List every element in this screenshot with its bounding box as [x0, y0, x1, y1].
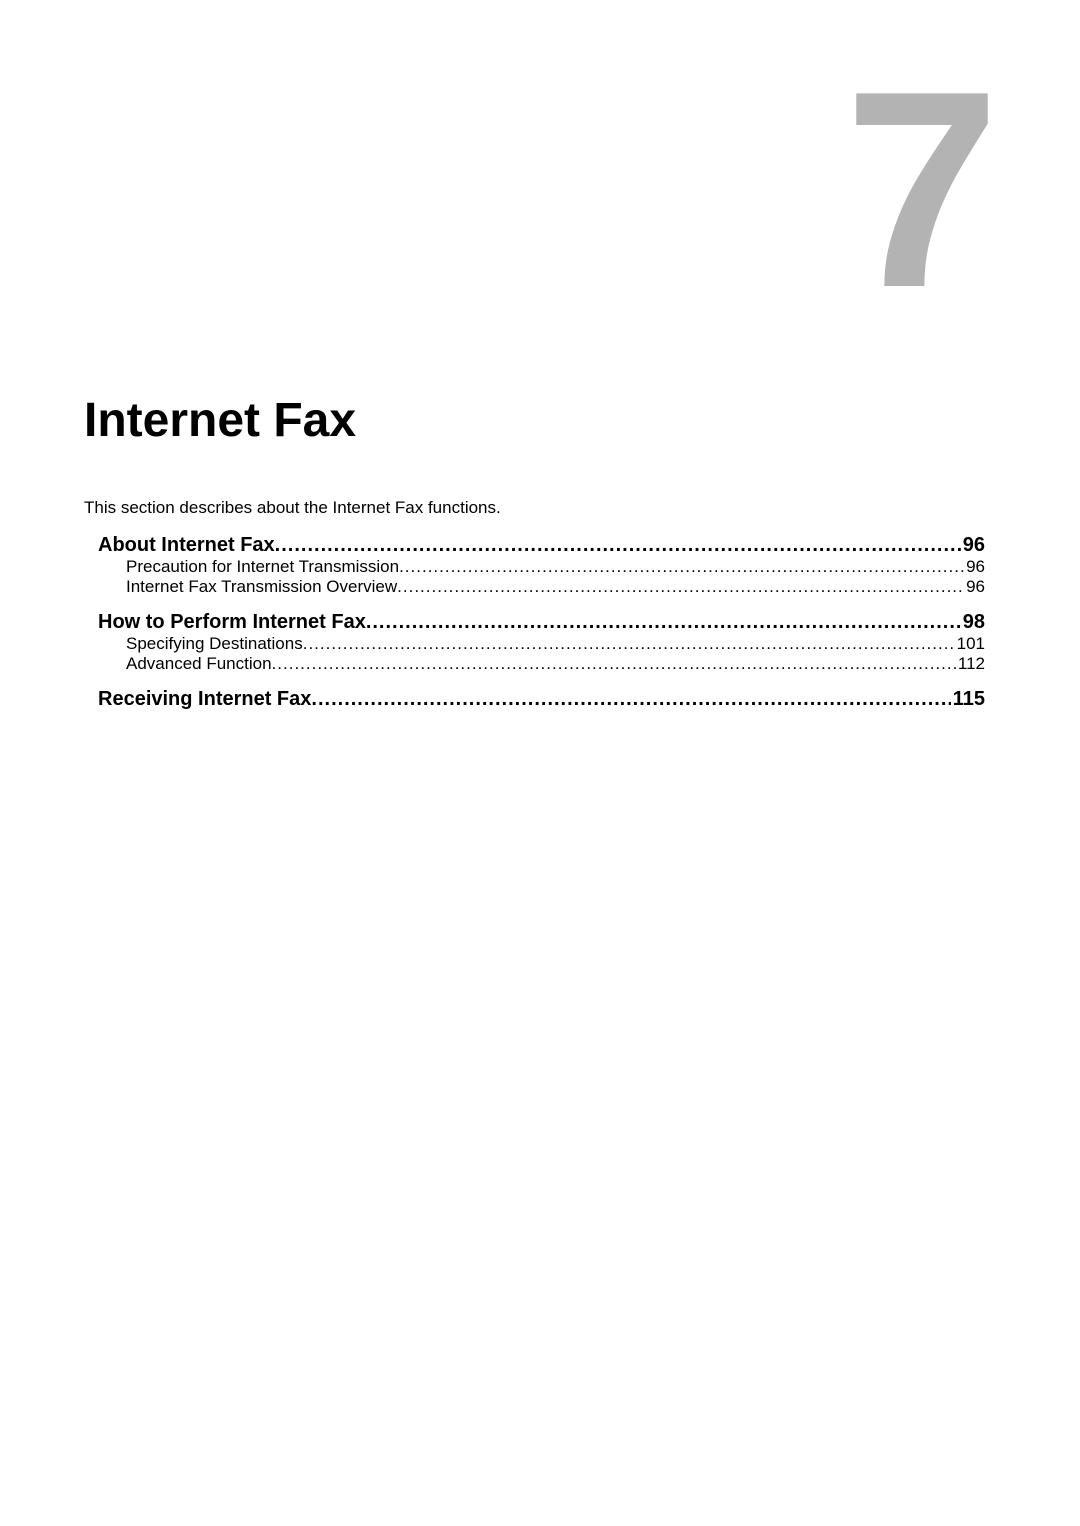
- toc-subentry[interactable]: Advanced Function 112: [98, 654, 985, 674]
- toc-entry[interactable]: Receiving Internet Fax 115: [98, 688, 985, 711]
- toc-leader: [303, 634, 955, 654]
- toc-leader: [272, 654, 956, 674]
- toc-page-number: 101: [955, 634, 985, 654]
- toc-page-number: 98: [961, 611, 985, 634]
- toc-label: Advanced Function: [126, 654, 272, 674]
- toc-leader: [275, 534, 961, 557]
- toc-entry[interactable]: About Internet Fax 96: [98, 534, 985, 557]
- toc-label: Specifying Destinations: [126, 634, 303, 654]
- toc-leader: [397, 577, 964, 597]
- toc-page-number: 115: [951, 688, 985, 711]
- toc-label: Internet Fax Transmission Overview: [126, 577, 397, 597]
- toc-page-number: 112: [956, 654, 985, 674]
- toc-leader: [399, 557, 964, 577]
- toc-label: About Internet Fax: [98, 534, 275, 557]
- table-of-contents: About Internet Fax 96 Precaution for Int…: [98, 528, 985, 711]
- toc-subentry[interactable]: Internet Fax Transmission Overview 96: [98, 577, 985, 597]
- toc-entry[interactable]: How to Perform Internet Fax 98: [98, 611, 985, 634]
- document-page: 7 Internet Fax This section describes ab…: [0, 0, 1080, 1526]
- intro-text: This section describes about the Interne…: [84, 498, 501, 518]
- toc-group-gap: [98, 597, 985, 605]
- toc-page-number: 96: [964, 557, 985, 577]
- toc-group-gap: [98, 674, 985, 682]
- toc-label: Receiving Internet Fax: [98, 688, 311, 711]
- toc-subentry[interactable]: Precaution for Internet Transmission 96: [98, 557, 985, 577]
- toc-label: How to Perform Internet Fax: [98, 611, 366, 634]
- page-title: Internet Fax: [84, 393, 356, 448]
- toc-leader: [366, 611, 961, 634]
- toc-label: Precaution for Internet Transmission: [126, 557, 399, 577]
- chapter-number: 7: [844, 50, 990, 330]
- toc-subentry[interactable]: Specifying Destinations 101: [98, 634, 985, 654]
- toc-leader: [311, 688, 950, 711]
- toc-page-number: 96: [964, 577, 985, 597]
- toc-page-number: 96: [961, 534, 985, 557]
